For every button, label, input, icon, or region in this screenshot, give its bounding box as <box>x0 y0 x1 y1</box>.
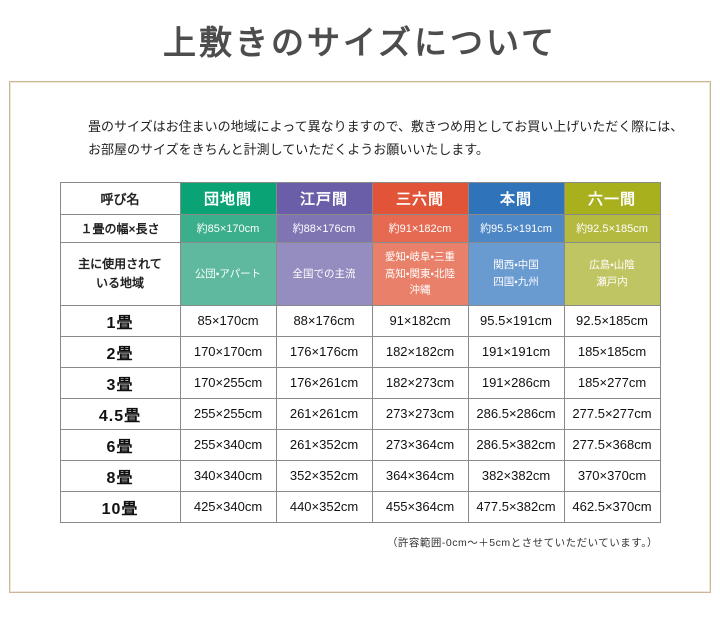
mat-count-label: 2畳 <box>59 335 181 368</box>
tolerance-footnote: （許容範囲-0cm～＋5cmとさせていただいています。） <box>386 536 658 549</box>
dimension-cell: 85×170cm <box>179 304 277 337</box>
table-row: 4.5畳 255×255cm 261×261cm 273×273cm 286.5… <box>59 397 661 430</box>
table-row: 6畳 255×340cm 261×352cm 273×364cm 286.5×3… <box>59 428 661 461</box>
dimension-cell: 176×176cm <box>275 335 373 368</box>
size-cell: 約95.5×191cm <box>467 213 565 243</box>
dimension-cell: 182×273cm <box>371 366 469 399</box>
table-row: 1畳 85×170cm 88×176cm 91×182cm 95.5×191cm… <box>59 304 661 337</box>
dimension-cell: 91×182cm <box>371 304 469 337</box>
row-label-size: １畳の幅×長さ <box>59 213 181 243</box>
region-cell: 愛知・岐阜・三重 高知・関東・北陸 沖縄 <box>371 241 469 306</box>
size-cell: 約92.5×185cm <box>563 213 661 243</box>
region-cell: 関西・中国 四国・九州 <box>467 241 565 306</box>
content-panel: 畳のサイズはお住まいの地域によって異なりますので、敷きつめ用としてお買い上げいた… <box>9 81 711 594</box>
table-row: 8畳 340×340cm 352×352cm 364×364cm 382×382… <box>59 459 661 492</box>
mat-count-label: 3畳 <box>59 366 181 399</box>
dimension-cell: 352×352cm <box>275 459 373 492</box>
table-header-row: 呼び名 団地間 江戸間 三六間 本間 六一間 <box>59 181 661 215</box>
page-title: 上敷きのサイズについて <box>162 26 558 62</box>
dimension-cell: 255×255cm <box>179 397 277 430</box>
dimension-cell: 340×340cm <box>179 459 277 492</box>
dimension-cell: 255×340cm <box>179 428 277 461</box>
dimension-cell: 95.5×191cm <box>467 304 565 337</box>
dimension-cell: 440×352cm <box>275 490 373 523</box>
dimension-cell: 277.5×368cm <box>563 428 661 461</box>
mat-count-label: 1畳 <box>59 304 181 337</box>
dimension-cell: 462.5×370cm <box>563 490 661 523</box>
dimension-cell: 92.5×185cm <box>563 304 661 337</box>
dimension-cell: 364×364cm <box>371 459 469 492</box>
dimension-cell: 191×286cm <box>467 366 565 399</box>
region-cell: 全国での主流 <box>275 241 373 306</box>
dimension-cell: 261×261cm <box>275 397 373 430</box>
dimension-cell: 176×261cm <box>275 366 373 399</box>
column-header-honma: 本間 <box>467 181 565 215</box>
dimension-cell: 286.5×382cm <box>467 428 565 461</box>
region-cell: 広島・山陰 瀬戸内 <box>563 241 661 306</box>
column-header-edoma: 江戸間 <box>275 181 373 215</box>
size-cell: 約85×170cm <box>179 213 277 243</box>
dimension-cell: 170×255cm <box>179 366 277 399</box>
region-cell: 公団・アパート <box>179 241 277 306</box>
mat-count-label: 4.5畳 <box>59 397 181 430</box>
intro-line-1: 畳のサイズはお住まいの地域によって異なりますので、敷きつめ用としてお買い上げいた… <box>88 119 684 135</box>
size-cell: 約91×182cm <box>371 213 469 243</box>
size-cell: 約88×176cm <box>275 213 373 243</box>
corner-cell: 呼び名 <box>59 181 181 215</box>
dimension-cell: 273×273cm <box>371 397 469 430</box>
dimension-cell: 277.5×277cm <box>563 397 661 430</box>
table-row: 10畳 425×340cm 440×352cm 455×364cm 477.5×… <box>59 490 661 523</box>
dimension-cell: 185×277cm <box>563 366 661 399</box>
column-header-danchima: 団地間 <box>179 181 277 215</box>
intro-line-2: お部屋のサイズをきちんと計測していただくようお願いいたします。 <box>88 142 489 157</box>
mat-count-label: 6畳 <box>59 428 181 461</box>
dimension-cell: 370×370cm <box>563 459 661 492</box>
intro-text: 畳のサイズはお住まいの地域によって異なりますので、敷きつめ用としてお買い上げいた… <box>88 116 710 162</box>
region-row: 主に使用されて いる地域 公団・アパート 全国での主流 愛知・岐阜・三重 高知・… <box>59 241 661 306</box>
dimension-cell: 425×340cm <box>179 490 277 523</box>
dimension-cell: 273×364cm <box>371 428 469 461</box>
dimension-cell: 88×176cm <box>275 304 373 337</box>
column-header-rokuichima: 六一間 <box>563 181 661 215</box>
mat-count-label: 10畳 <box>59 490 181 523</box>
size-table: 呼び名 団地間 江戸間 三六間 本間 六一間 １畳の幅×長さ 約85×170cm… <box>59 181 661 523</box>
dimension-cell: 261×352cm <box>275 428 373 461</box>
tatami-size-row: １畳の幅×長さ 約85×170cm 約88×176cm 約91×182cm 約9… <box>59 213 661 243</box>
dimension-cell: 191×191cm <box>467 335 565 368</box>
mat-count-label: 8畳 <box>59 459 181 492</box>
dimension-cell: 286.5×286cm <box>467 397 565 430</box>
dimension-cell: 477.5×382cm <box>467 490 565 523</box>
dimension-cell: 382×382cm <box>467 459 565 492</box>
dimension-cell: 455×364cm <box>371 490 469 523</box>
table-row: 3畳 170×255cm 176×261cm 182×273cm 191×286… <box>59 366 661 399</box>
column-header-sanrokuma: 三六間 <box>371 181 469 215</box>
dimension-cell: 182×182cm <box>371 335 469 368</box>
row-label-region: 主に使用されて いる地域 <box>59 241 181 306</box>
table-row: 2畳 170×170cm 176×176cm 182×182cm 191×191… <box>59 335 661 368</box>
dimension-cell: 185×185cm <box>563 335 661 368</box>
dimension-cell: 170×170cm <box>179 335 277 368</box>
